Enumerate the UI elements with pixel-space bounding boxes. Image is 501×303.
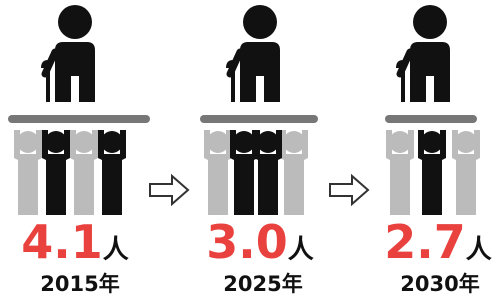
ratio: 3.0人	[206, 215, 314, 269]
panel: 2.7人 2030年	[384, 5, 492, 296]
ratio-unit: 人	[288, 235, 314, 265]
ratio-value: 2.7	[384, 215, 466, 269]
ratio: 4.1人	[21, 215, 129, 269]
ratio-unit: 人	[103, 235, 129, 265]
ratio: 2.7人	[384, 215, 492, 269]
infographic: 4.1人 2015年 3.0人 2025年 2.7人 2030年	[0, 0, 501, 303]
ratio-value: 4.1	[21, 215, 103, 269]
year: 2025年	[223, 272, 302, 296]
panel: 3.0人 2025年	[200, 5, 318, 296]
ratio-unit: 人	[466, 235, 492, 265]
panel: 4.1人 2015年	[8, 5, 150, 296]
year: 2015年	[40, 272, 119, 296]
year: 2030年	[400, 272, 479, 296]
ratio-value: 3.0	[206, 215, 288, 269]
